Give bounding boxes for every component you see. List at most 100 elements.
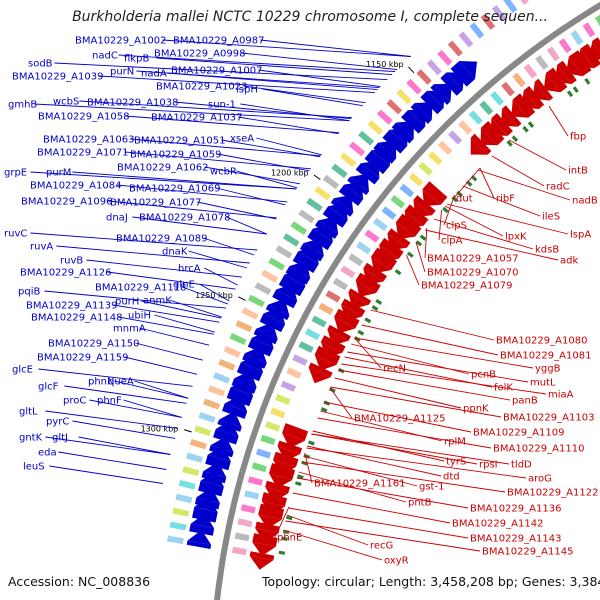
forward-leader-line [58, 451, 167, 470]
forward-leader-line [44, 290, 227, 309]
gene-label: BMA10229_A1161 [314, 479, 405, 490]
forward-leader-line [217, 153, 310, 172]
gc-mark [419, 234, 427, 241]
cog-block [356, 241, 372, 255]
cog-block [332, 277, 348, 291]
gene-label: dut [456, 194, 473, 205]
gene-label: grpE [4, 168, 27, 179]
reverse-leader-line [296, 477, 469, 509]
gc-mark [415, 240, 423, 247]
forward-cds [322, 206, 348, 228]
forward-cds [198, 480, 224, 497]
reverse-leader-line [405, 254, 420, 286]
forward-cds-arrow [414, 102, 433, 120]
cog-block [437, 49, 453, 66]
forward-leader-line [135, 342, 203, 361]
cog-block [570, 30, 584, 46]
reverse-leader-line [453, 167, 481, 199]
forward-leader-line [221, 139, 321, 158]
reverse-leader-line [415, 241, 426, 273]
gc-content-ring [278, 78, 591, 555]
gc-mark [297, 474, 304, 480]
forward-cds [430, 84, 451, 105]
cog-block [523, 63, 538, 79]
gene-label: pcnB [471, 370, 496, 381]
reverse-cds-arrow [588, 40, 600, 60]
gene-label: purM [46, 168, 71, 179]
cog-block [304, 328, 321, 341]
cog-block [229, 333, 247, 345]
forward-leader-line [113, 304, 220, 323]
gene-label: nadB [572, 196, 598, 207]
forward-leader-line [89, 399, 182, 418]
reverse-cds-arrow [277, 446, 301, 462]
forward-cds [450, 61, 476, 87]
reverse-leader-line [330, 386, 502, 418]
gene-label: ppnK [463, 404, 489, 415]
gene-label: nadA [141, 69, 167, 80]
forward-leader-line [203, 237, 255, 256]
gene-label: BMA10229_A1037 [151, 113, 242, 124]
cog-block [469, 22, 485, 39]
cog-block [348, 253, 364, 267]
gc-mark [456, 190, 463, 198]
gc-mark [394, 269, 402, 276]
forward-cds [364, 150, 390, 175]
reverse-cds-arrow [387, 233, 407, 251]
gc-mark [527, 121, 535, 128]
forward-leader-line [240, 103, 350, 122]
reverse-cds-arrow [265, 486, 289, 502]
reverse-cds-arrow [480, 127, 498, 146]
reverse-leader-line [438, 209, 442, 241]
label-leader-lines [30, 39, 571, 561]
cog-block [399, 183, 415, 198]
reverse-leader-line [341, 363, 547, 395]
cog-block [248, 294, 265, 308]
cog-block [594, 14, 600, 27]
forward-cds-arrow [187, 530, 212, 545]
forward-leader-line [182, 286, 229, 305]
reverse-cds-arrow [554, 64, 572, 85]
cog-block [270, 407, 286, 419]
gene-label: BMA10229_A1080 [496, 336, 587, 347]
reverse-leader-line [444, 205, 504, 237]
forward-cds [338, 184, 364, 206]
gene-label: BMA10229_A1039 [12, 72, 103, 83]
reverse-cds-arrow [341, 304, 362, 321]
topology-summary-text: Topology: circular; Length: 3,458,208 bp… [262, 574, 600, 589]
reverse-leader-line [338, 369, 511, 401]
accession-text: Accession: NC_008836 [8, 574, 151, 589]
reverse-cds-arrow [501, 108, 518, 127]
gene-label: recG [370, 541, 393, 552]
forward-leader-line [34, 103, 350, 122]
tick-line [313, 174, 321, 181]
gene-label: hrcA [178, 264, 201, 275]
gc-mark [364, 317, 372, 324]
forward-leader-line [125, 115, 340, 134]
gene-label: BMA10229_A1109 [473, 428, 564, 439]
gene-label: glcF [38, 382, 59, 393]
cog-block [167, 535, 184, 545]
reverse-cds [592, 37, 600, 53]
forward-cds [231, 378, 257, 394]
cog-block [234, 532, 250, 542]
gene-label: rpsI [479, 460, 498, 471]
forward-cds [373, 142, 397, 164]
cog-block [458, 120, 473, 135]
reverse-leader-line [479, 167, 495, 199]
cog-block [275, 394, 291, 405]
forward-cds [272, 289, 298, 309]
gene-label: panB [512, 396, 538, 407]
gene-label: dtd [443, 472, 460, 483]
forward-cds [205, 454, 231, 471]
forward-leader-line [169, 299, 222, 318]
cog-block [340, 152, 357, 168]
forward-leader-line [258, 69, 381, 88]
forward-cds [226, 387, 254, 407]
gene-label: fbp [570, 132, 586, 143]
forward-leader-line [216, 187, 286, 206]
gene-label: BMA10229_A1126 [20, 268, 111, 279]
cog-block [232, 546, 247, 556]
forward-cds-arrow [459, 61, 477, 79]
forward-leader-line [124, 356, 198, 375]
